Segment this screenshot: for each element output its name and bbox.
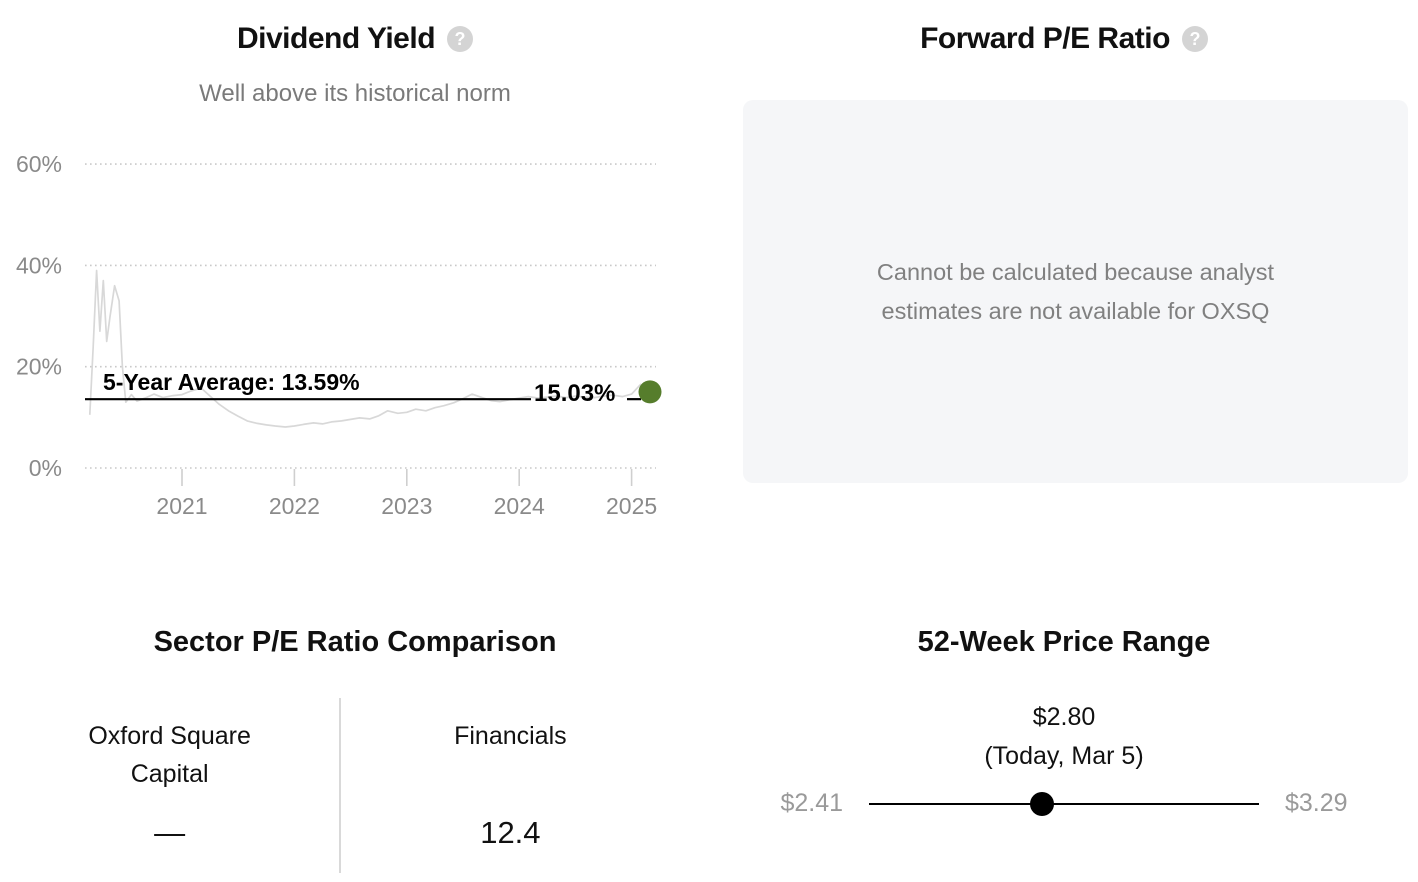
help-icon[interactable]: ? [447, 26, 474, 52]
svg-text:2023: 2023 [381, 493, 432, 519]
high-price-label: $3.29 [1285, 789, 1348, 817]
price-range-title: 52-Week Price Range [917, 626, 1211, 658]
svg-text:15.03%: 15.03% [534, 380, 615, 407]
svg-text:60%: 60% [16, 151, 62, 177]
sector-pe-value: 12.4 [480, 815, 541, 850]
forward-pe-unavailable-box: Cannot be calculated because analyst est… [743, 100, 1408, 483]
current-price-date: (Today, Mar 5) [984, 742, 1144, 770]
low-price-label: $2.41 [780, 789, 843, 817]
help-icon[interactable]: ? [1181, 26, 1208, 52]
svg-text:40%: 40% [16, 252, 62, 278]
dividend-yield-title: Dividend Yield [236, 22, 436, 55]
current-price-dot [1029, 791, 1054, 816]
company-name: Oxford Square Capital [88, 722, 251, 788]
forward-pe-header: Forward P/E Ratio ? [710, 22, 1418, 56]
price-range-slider: $2.41 $3.29 [710, 789, 1418, 818]
dividend-yield-subtitle: Well above its historical norm [199, 80, 511, 107]
svg-text:2022: 2022 [269, 493, 320, 519]
company-column: Oxford Square Capital — [0, 698, 339, 873]
sector-pe-title: Sector P/E Ratio Comparison [153, 626, 557, 658]
svg-text:5-Year Average: 13.59%: 5-Year Average: 13.59% [103, 369, 360, 395]
svg-text:2025: 2025 [606, 493, 657, 519]
dividend-yield-chart: 0% 20% 40% 60% 2021 2022 2023 2024 2025 5-Year Av… [16, 151, 662, 519]
company-pe-value: — [154, 815, 186, 850]
sector-name: Financials [454, 722, 567, 750]
dividend-yield-panel: Dividend Yield ? Well above its historic… [0, 0, 710, 565]
forward-pe-panel: Forward P/E Ratio ? Cannot be calculated… [710, 0, 1418, 565]
forward-pe-unavailable-message: Cannot be calculated because analyst est… [876, 259, 1275, 324]
price-range-track [869, 791, 1259, 816]
sector-pe-comparison: Oxford Square Capital — Financials 12.4 [0, 698, 680, 873]
column-divider [339, 698, 341, 873]
svg-text:20%: 20% [16, 354, 62, 380]
dividend-yield-header: Dividend Yield ? [0, 22, 710, 56]
svg-text:2024: 2024 [494, 493, 545, 519]
svg-text:2021: 2021 [156, 493, 207, 519]
svg-text:0%: 0% [29, 455, 62, 481]
sector-column: Financials 12.4 [341, 698, 680, 873]
price-range-panel: 52-Week Price Range $2.80 (Today, Mar 5)… [710, 600, 1418, 882]
forward-pe-title: Forward P/E Ratio [920, 22, 1170, 55]
current-price-label: $2.80 [1032, 703, 1096, 731]
sector-pe-panel: Sector P/E Ratio Comparison Oxford Squar… [0, 600, 710, 882]
